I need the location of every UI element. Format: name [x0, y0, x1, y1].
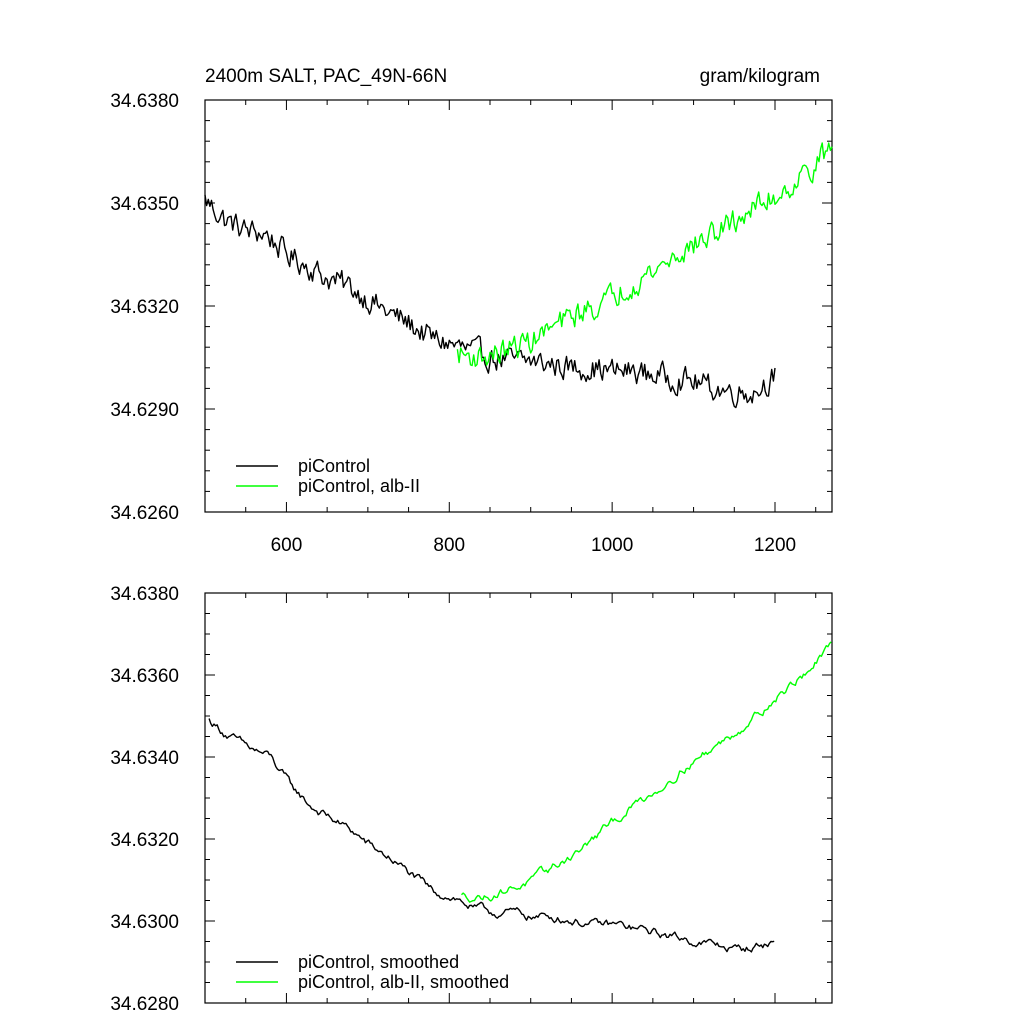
x-tick-label: 1000: [591, 535, 633, 556]
y-tick-label: 34.6320: [110, 830, 179, 851]
top-axes: 600 800 1000 1200 34.6260 34.6290 34.6320 34.63…: [110, 91, 833, 556]
y-tick-label: 34.6260: [110, 503, 179, 524]
plot-frame: [204, 99, 833, 513]
y-tick-label: 34.6280: [110, 994, 179, 1015]
x-tick-label: 600: [271, 535, 303, 556]
plot-frame: [204, 592, 833, 1004]
y-tick-label: 34.6300: [110, 912, 179, 933]
y-tick-label: 34.6340: [110, 748, 179, 769]
y-tick-label: 34.6380: [110, 584, 179, 605]
units-label: gram/kilogram: [700, 66, 820, 87]
bottom-panel: 34.6280 34.6300 34.6320 34.6340 34.6360 34.63…: [110, 584, 833, 1015]
legend-label: piControl, alb-II: [298, 476, 420, 496]
bottom-axes: 34.6280 34.6300 34.6320 34.6340 34.6360 34.63…: [110, 584, 833, 1015]
series-line-alb-ii: [461, 641, 832, 903]
series-line-picontrol: [208, 718, 775, 953]
top-series: [204, 142, 833, 409]
y-tick-label: 34.6320: [110, 297, 179, 318]
bottom-series: [208, 641, 832, 953]
series-line-alb-ii: [456, 142, 833, 367]
chart-title: 2400m SALT, PAC_49N-66N: [205, 66, 447, 87]
legend-label: piControl, alb-II, smoothed: [298, 972, 509, 992]
y-tick-label: 34.6290: [110, 400, 179, 421]
y-tick-label: 34.6350: [110, 194, 179, 215]
x-tick-label: 800: [433, 535, 465, 556]
x-tick-label: 1200: [754, 535, 796, 556]
y-tick-label: 34.6380: [110, 91, 179, 112]
legend-label: piControl: [298, 456, 370, 476]
top-panel: 2400m SALT, PAC_49N-66N gram/kilogram 60…: [110, 66, 833, 556]
series-line-picontrol: [204, 194, 776, 409]
legend-label: piControl, smoothed: [298, 952, 459, 972]
y-tick-label: 34.6360: [110, 666, 179, 687]
